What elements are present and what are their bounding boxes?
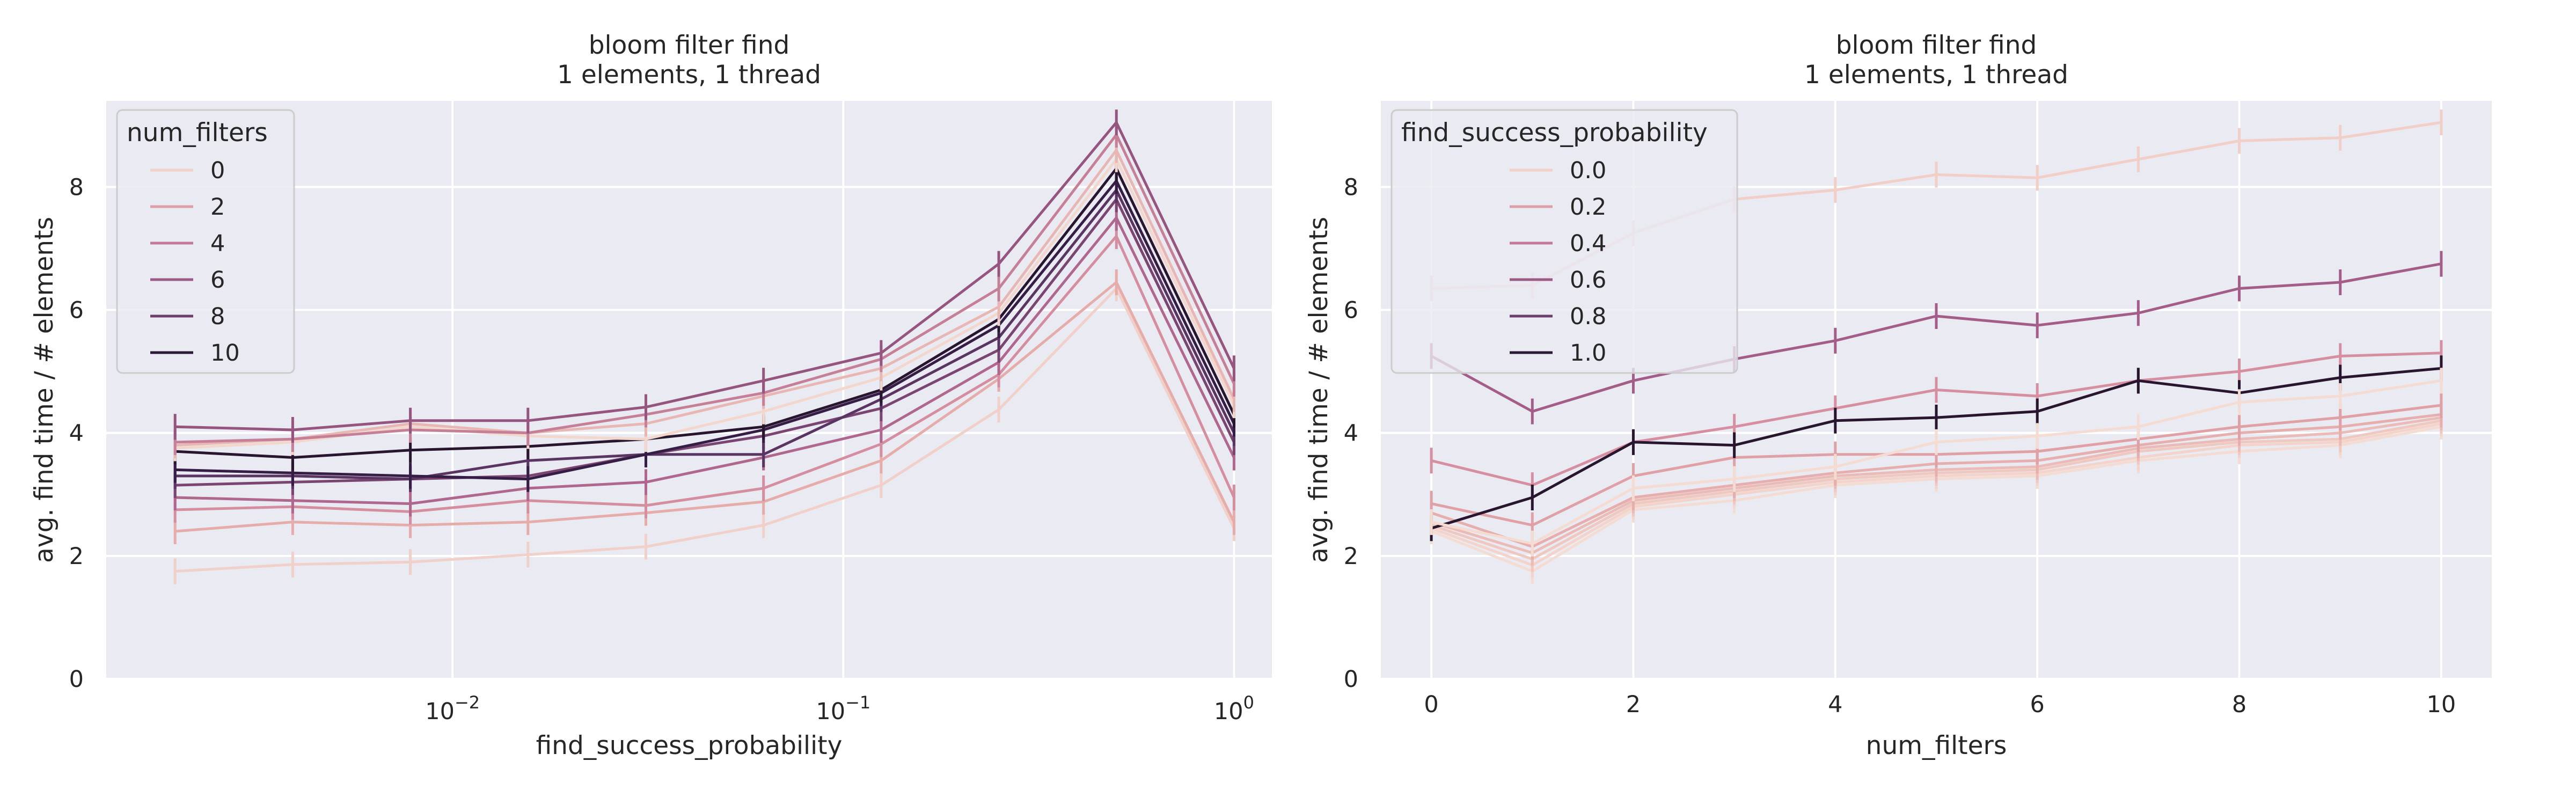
legend: num_filters 0 2 4 6 8 10 [116, 109, 295, 374]
y-tick-label: 2 [69, 543, 84, 570]
y-tick-label: 0 [1344, 666, 1358, 693]
chart-title: bloom filter find [589, 31, 790, 60]
y-tick-label: 6 [69, 297, 84, 324]
series-line [175, 188, 1235, 481]
chart-title: bloom filter find [1836, 31, 2037, 60]
series-line [175, 287, 1235, 573]
legend-entry: 6 [210, 267, 225, 294]
y-tick-label: 4 [1344, 420, 1358, 447]
legend-entry: 10 [210, 340, 240, 367]
x-tick-label: 10 [2427, 691, 2456, 718]
y-tick-label: 2 [1344, 543, 1358, 570]
legend-title: num_filters [127, 118, 268, 148]
series-line [175, 281, 1235, 533]
legend-entry: 4 [210, 230, 225, 257]
series-line [175, 149, 1235, 447]
legend-entry: 0.2 [1570, 194, 1606, 221]
legend-entry: 2 [210, 194, 225, 221]
series-line [175, 179, 1235, 481]
legend-entry: 0.4 [1570, 230, 1606, 257]
legend-entry: 8 [210, 303, 225, 330]
y-tick-label: 0 [69, 666, 84, 693]
series-12 [173, 109, 1235, 443]
legend-title: find_success_probability [1401, 118, 1708, 148]
series-line [175, 216, 1235, 505]
series-line [175, 235, 1235, 513]
x-tick-label: 6 [2030, 691, 2045, 718]
x-tick-label: 10−2 [425, 692, 480, 725]
y-tick-label: 6 [1344, 297, 1358, 324]
legend-entry: 1.0 [1570, 340, 1606, 367]
x-axis-label: find_success_probability [536, 731, 843, 760]
x-tick-label: 100 [1214, 692, 1254, 725]
x-tick-label: 0 [1424, 691, 1438, 718]
y-axis-label: avg. find time / # elements [1304, 217, 1334, 563]
legend-box [1391, 109, 1738, 374]
x-axis-label: num_filters [1866, 731, 2007, 760]
series-11 [1430, 368, 2443, 557]
series-line [175, 121, 1235, 431]
chart-title: 1 elements, 1 thread [1804, 60, 2068, 90]
x-tick-label: 2 [1626, 691, 1641, 718]
x-tick-label: 8 [2232, 691, 2246, 718]
series-line [175, 197, 1235, 487]
chart-title: 1 elements, 1 thread [557, 60, 821, 90]
series-line [175, 167, 1235, 459]
legend-entry: 0.0 [1570, 157, 1606, 184]
series-1 [173, 275, 1235, 584]
legend: find_success_probability 0.0 0.2 0.4 0.6 0.8 1… [1391, 109, 1738, 374]
x-tick-label: 10−1 [816, 692, 870, 725]
x-tick-label: 4 [1828, 691, 1842, 718]
legend-entry: 0.8 [1570, 303, 1606, 330]
plot-area [106, 101, 1272, 679]
y-axis-label: avg. find time / # elements [30, 217, 59, 563]
y-tick-label: 4 [69, 420, 84, 447]
y-tick-label: 8 [69, 174, 84, 201]
legend-entry: 0 [210, 157, 225, 184]
y-tick-label: 8 [1344, 174, 1358, 201]
legend-box [116, 109, 295, 374]
series-line [175, 133, 1235, 444]
legend-entry: 0.6 [1570, 267, 1606, 294]
